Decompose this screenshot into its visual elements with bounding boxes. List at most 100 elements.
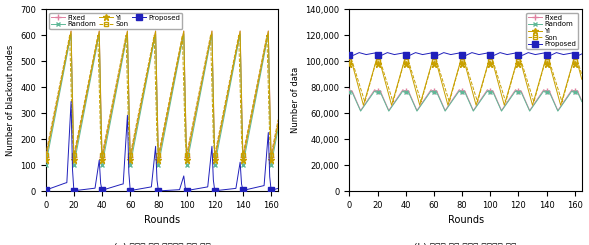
- Fixed: [352, 96, 359, 99]
- Son: [262, 41, 269, 44]
- Son: [66, 34, 73, 37]
- Line: Yi: Yi: [346, 58, 585, 108]
- Text: (b) 시간에 따른 데이터 수집량의 변화: (b) 시간에 따른 데이터 수집량의 변화: [415, 242, 517, 245]
- Random: [42, 164, 49, 167]
- Random: [274, 127, 282, 130]
- Line: Proposed: Proposed: [346, 49, 585, 58]
- Son: [108, 104, 115, 107]
- Fixed: [357, 109, 364, 112]
- Proposed: [42, 189, 49, 192]
- Son: [575, 64, 583, 67]
- Line: Son: Son: [43, 33, 280, 157]
- Y-axis label: Number of blackout nodes: Number of blackout nodes: [5, 44, 15, 156]
- Yi: [346, 62, 353, 65]
- Random: [371, 89, 378, 92]
- Son: [502, 100, 509, 103]
- Proposed: [193, 187, 200, 190]
- Son: [42, 153, 49, 156]
- Fixed: [577, 96, 584, 99]
- Random: [497, 106, 504, 109]
- Fixed: [274, 121, 282, 124]
- Fixed: [68, 29, 75, 32]
- Random: [262, 47, 269, 50]
- Line: Random: Random: [43, 32, 280, 168]
- Son: [274, 118, 282, 121]
- Random: [272, 142, 279, 145]
- Son: [361, 100, 368, 103]
- Fixed: [578, 99, 585, 102]
- Yi: [504, 94, 511, 97]
- Line: Random: Random: [347, 88, 584, 114]
- Line: Fixed: Fixed: [42, 28, 282, 160]
- Yi: [191, 115, 198, 118]
- Son: [191, 111, 198, 114]
- Proposed: [273, 187, 280, 190]
- Yi: [274, 123, 282, 126]
- Yi: [373, 59, 380, 62]
- Yi: [198, 80, 206, 83]
- Yi: [352, 73, 359, 75]
- Proposed: [412, 51, 419, 54]
- Fixed: [413, 109, 421, 112]
- Fixed: [497, 106, 504, 109]
- Proposed: [155, 189, 162, 192]
- Line: Yi: Yi: [42, 28, 282, 163]
- Line: Fixed: Fixed: [346, 86, 585, 114]
- Fixed: [48, 128, 55, 131]
- Proposed: [495, 52, 502, 55]
- Random: [198, 84, 206, 86]
- Fixed: [504, 101, 511, 104]
- Son: [495, 78, 502, 81]
- Yi: [360, 104, 367, 107]
- Line: Son: Son: [347, 59, 584, 104]
- Proposed: [352, 53, 359, 56]
- Fixed: [272, 135, 279, 138]
- Son: [565, 75, 573, 78]
- Random: [68, 33, 75, 36]
- X-axis label: Rounds: Rounds: [448, 215, 484, 225]
- Son: [48, 125, 55, 128]
- Yi: [42, 159, 49, 161]
- Random: [108, 113, 115, 116]
- Legend: Fixed, Random, Yi, Son, Proposed: Fixed, Random, Yi, Son, Proposed: [49, 12, 182, 29]
- Fixed: [191, 114, 198, 117]
- Son: [346, 60, 353, 62]
- Proposed: [263, 149, 270, 152]
- Proposed: [48, 187, 55, 190]
- Yi: [48, 130, 55, 133]
- Son: [412, 82, 419, 85]
- Y-axis label: Number of data: Number of data: [291, 67, 300, 133]
- Random: [413, 110, 421, 113]
- Yi: [497, 88, 504, 91]
- Random: [578, 100, 585, 103]
- Yi: [413, 93, 421, 96]
- Yi: [567, 69, 574, 72]
- Fixed: [371, 88, 378, 91]
- Yi: [577, 73, 584, 75]
- Yi: [262, 44, 269, 47]
- Proposed: [200, 186, 207, 189]
- Random: [352, 97, 359, 100]
- Proposed: [68, 100, 75, 103]
- Son: [578, 73, 585, 76]
- Son: [198, 76, 206, 79]
- Proposed: [356, 51, 363, 54]
- Random: [504, 102, 511, 105]
- Proposed: [565, 52, 573, 55]
- Random: [48, 135, 55, 137]
- Proposed: [274, 187, 282, 190]
- Random: [191, 120, 198, 123]
- Proposed: [575, 54, 583, 57]
- Text: (a) 시간에 따른 정전노드 수의 변화: (a) 시간에 따른 정전노드 수의 변화: [114, 242, 210, 245]
- X-axis label: Rounds: Rounds: [144, 215, 180, 225]
- Yi: [68, 30, 75, 33]
- Line: Proposed: Proposed: [42, 98, 282, 194]
- Yi: [272, 137, 279, 140]
- Random: [346, 91, 353, 94]
- Fixed: [42, 156, 49, 159]
- Son: [272, 132, 279, 135]
- Fixed: [198, 79, 206, 82]
- Proposed: [108, 186, 115, 189]
- Yi: [108, 108, 115, 111]
- Proposed: [578, 52, 585, 55]
